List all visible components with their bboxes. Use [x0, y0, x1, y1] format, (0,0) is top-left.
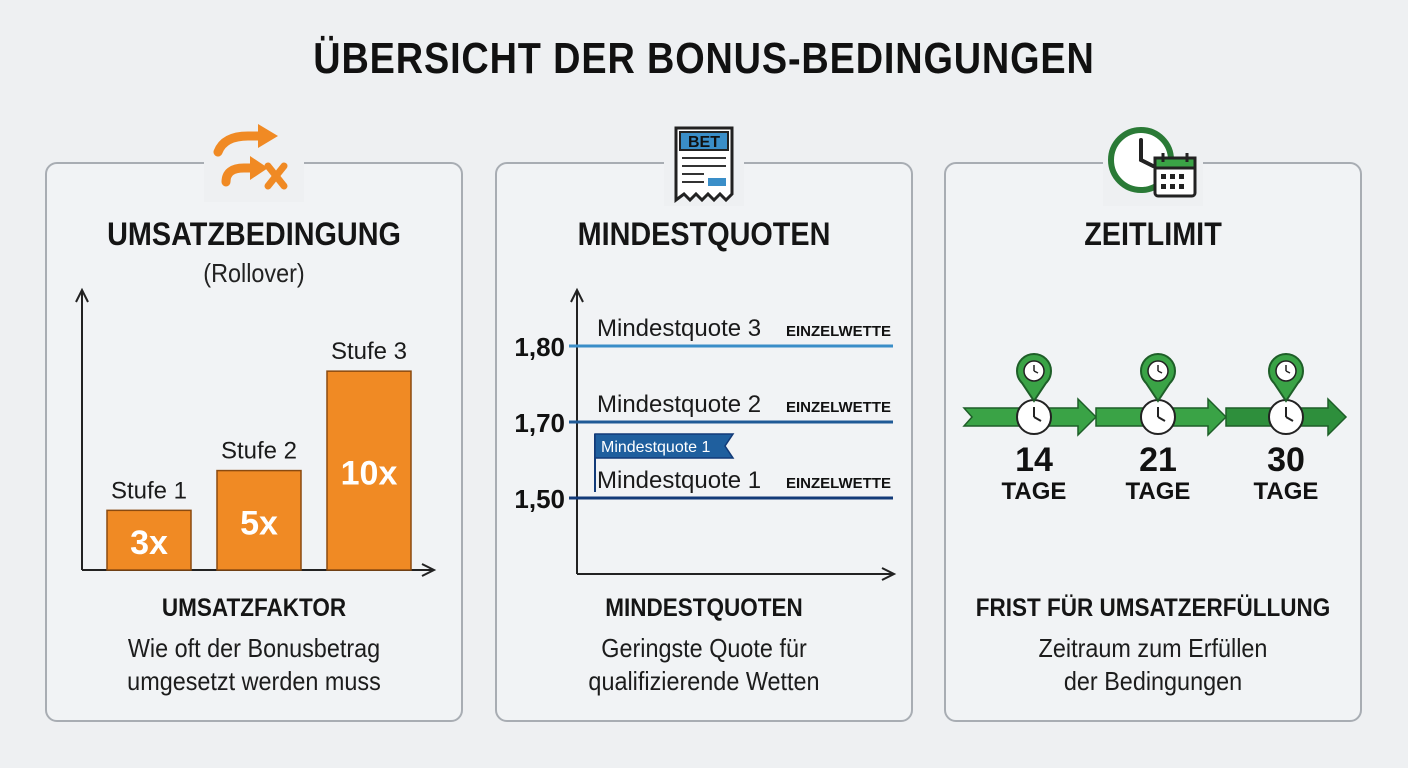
clock-hand: [1157, 416, 1166, 422]
odds-line-tag: EINZELWETTE: [786, 399, 891, 416]
time-desc-line-2: der Bedingungen: [1063, 666, 1243, 696]
arrows-cross-icon: [204, 122, 304, 202]
odds-line-tag: EINZELWETTE: [786, 475, 891, 492]
odds-line-label: Mindestquote 3: [597, 315, 761, 342]
time-desc-line-1: Zeitraum zum Erfüllen: [1038, 633, 1268, 663]
timeline-number: 14: [1015, 441, 1053, 479]
rollover-foot-desc: Wie oft der Bonusbetrag umgesetzt werden…: [68, 632, 441, 698]
rollover-desc-line-2: umgesetzt werden muss: [127, 666, 381, 696]
pin-clock-hand: [1033, 370, 1039, 374]
odds-line-tag: EINZELWETTE: [786, 323, 891, 340]
time-foot-title: FRIST FÜR UMSATZERFÜLLUNG: [975, 594, 1331, 622]
clock-calendar-icon: [1103, 122, 1203, 206]
odds-panel: BET MINDESTQUOTEN 1,80 Mindestquote 3 EINZ…: [495, 124, 913, 722]
timeline-number: 21: [1139, 441, 1177, 479]
rollover-subtitle: (Rollover): [203, 258, 305, 288]
odds-foot-desc: Geringste Quote für qualifizierende Wett…: [518, 632, 891, 698]
bar-category-label: Stufe 3: [331, 338, 407, 365]
rollover-panel: UMSATZBEDINGUNG (Rollover) Stufe 1 3x Stuf…: [45, 122, 463, 722]
odds-tick-label: 1,80: [514, 332, 565, 362]
odds-tick-label: 1,70: [514, 408, 565, 438]
odds-line-chart: 1,80 Mindestquote 3 EINZELWETTE 1,70 Mindest…: [514, 287, 897, 581]
page-title: ÜBERSICHT DER BONUS-BEDINGUNGEN: [313, 34, 1095, 83]
timeline-number: 30: [1267, 441, 1305, 479]
time-title: ZEITLIMIT: [1084, 216, 1222, 252]
time-panel: ZEITLIMIT 14 TAGE 21 TAGE 30 TAGE FRIST FÜR U…: [944, 122, 1362, 722]
odds-desc-line-2: qualifizierende Wetten: [588, 666, 820, 696]
rollover-title: UMSATZBEDINGUNG: [107, 216, 401, 252]
bar-category-label: Stufe 2: [221, 438, 297, 465]
bet-slip-icon: BET: [664, 124, 744, 206]
pin-clock-hand: [1157, 370, 1163, 374]
bar-2: [216, 469, 302, 571]
bar-value-label: 3x: [130, 524, 168, 562]
clock-hand: [1033, 416, 1042, 422]
odds-line-label: Mindestquote 2: [597, 391, 761, 418]
odds-foot-title: MINDESTQUOTEN: [605, 594, 803, 622]
odds-tick-label: 1,50: [514, 484, 565, 514]
rollover-bar-chart: Stufe 1 3x Stufe 2 5x Stufe 3 10x: [75, 287, 437, 577]
odds-desc-line-1: Geringste Quote für: [601, 633, 807, 663]
timeline-unit: TAGE: [1254, 478, 1319, 505]
timeline-unit: TAGE: [1002, 478, 1067, 505]
flag-marker: [594, 433, 735, 459]
timeline-unit: TAGE: [1126, 478, 1191, 505]
odds-line-label: Mindestquote 1: [597, 467, 761, 494]
flag-label: Mindestquote 1: [601, 439, 711, 456]
time-foot-desc: Zeitraum zum Erfüllen der Bedingungen: [967, 632, 1340, 698]
bar-value-label: 10x: [341, 455, 398, 493]
bar-value-label: 5x: [240, 504, 278, 542]
rollover-foot-title: UMSATZFAKTOR: [161, 594, 347, 622]
odds-title: MINDESTQUOTEN: [577, 216, 831, 252]
rollover-desc-line-1: Wie oft der Bonusbetrag: [127, 633, 381, 663]
pin-clock-hand: [1285, 370, 1291, 374]
clock-hand: [1285, 416, 1294, 422]
bar-category-label: Stufe 1: [111, 477, 187, 504]
bet-slip-label: BET: [688, 134, 720, 151]
bar-3: [326, 370, 412, 571]
bar-1: [106, 509, 192, 571]
